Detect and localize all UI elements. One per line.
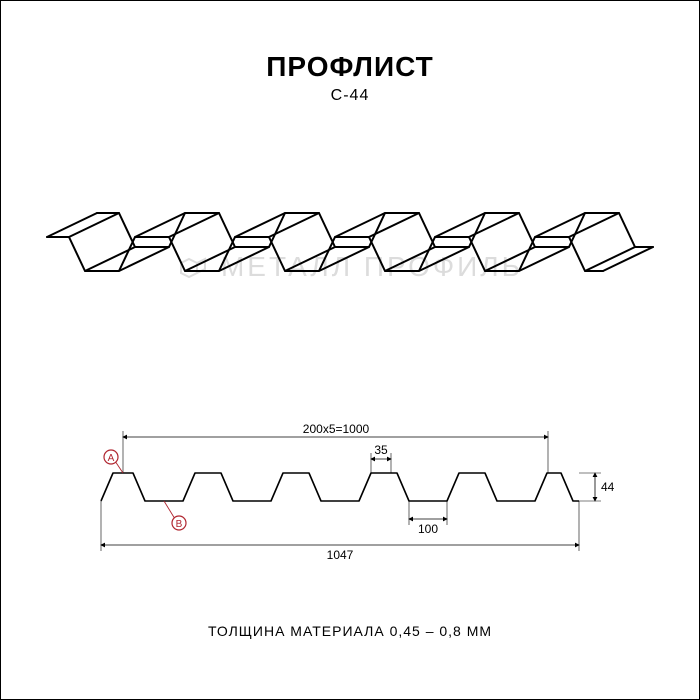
profile-path: [101, 473, 579, 501]
dim-top-small-label: 35: [374, 443, 388, 457]
product-model: С-44: [1, 87, 699, 105]
dim-top-width-label: 200x5=1000: [303, 422, 370, 436]
dim-bottom-width-label: 1047: [327, 548, 354, 562]
dim-groove-label: 100: [418, 522, 438, 536]
material-thickness-note: ТОЛЩИНА МАТЕРИАЛА 0,45 – 0,8 ММ: [1, 623, 699, 639]
dim-height-label: 44: [601, 480, 615, 494]
svg-text:В: В: [176, 519, 183, 530]
isometric-view: [41, 161, 661, 321]
marker-a: А: [104, 450, 123, 473]
title-block: ПРОФЛИСТ С-44: [1, 51, 699, 105]
product-title: ПРОФЛИСТ: [1, 51, 699, 83]
cross-section-diagram: 200x5=1000 35 А В: [61, 401, 641, 581]
marker-b: В: [164, 501, 186, 530]
svg-text:А: А: [108, 453, 115, 464]
product-spec-frame: ПРОФЛИСТ С-44 МЕТАЛЛ ПРОФИЛЬ: [0, 0, 700, 700]
